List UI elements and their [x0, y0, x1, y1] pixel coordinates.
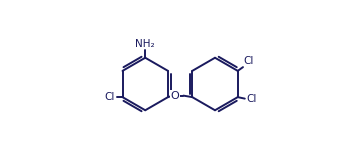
Text: O: O	[171, 91, 179, 101]
Text: NH₂: NH₂	[135, 39, 155, 49]
Text: Cl: Cl	[104, 92, 115, 102]
Text: Cl: Cl	[244, 56, 254, 66]
Text: Cl: Cl	[246, 94, 256, 104]
